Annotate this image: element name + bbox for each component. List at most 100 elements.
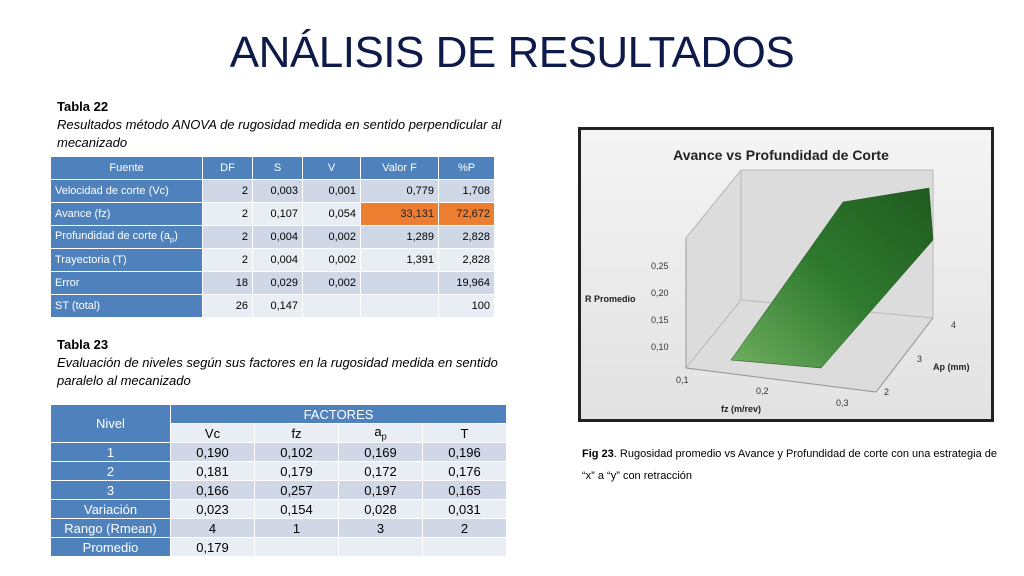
- surface-plot-svg: Avance vs Profundidad de Corte R Promedi…: [581, 130, 991, 419]
- y-tick-label: 2: [884, 387, 889, 397]
- cell-t: 0,176: [422, 461, 507, 481]
- figure-caption-label: Fig 23: [582, 448, 614, 460]
- levels-table: Nivel FACTORES Vc fz ap T 1 0,190 0,102 …: [50, 404, 507, 557]
- cell-s: 0,003: [252, 179, 303, 203]
- subheader-t: T: [422, 423, 507, 443]
- table-row: 3 0,166 0,257 0,197 0,165: [50, 480, 507, 500]
- cell-p: 1,708: [438, 179, 495, 203]
- cell-f: [360, 271, 439, 295]
- table-row: Variación 0,023 0,154 0,028 0,031: [50, 499, 507, 519]
- cell-t: 0,165: [422, 480, 507, 500]
- y-tick-label: 4: [951, 320, 956, 330]
- y-tick-label: 3: [917, 354, 922, 364]
- table23-description: Evaluación de niveles según sus factores…: [57, 355, 498, 388]
- table-row: Velocidad de corte (Vc) 2 0,003 0,001 0,…: [50, 179, 495, 203]
- x-tick-label: 0,2: [756, 386, 769, 396]
- cell-fz: 0,179: [254, 461, 339, 481]
- figure-caption: Fig 23. Rugosidad promedio vs Avance y P…: [582, 443, 1007, 487]
- cell-ap: 3: [338, 518, 423, 538]
- cell-f-highlighted: 33,131: [360, 202, 439, 226]
- row-label: Variación: [50, 499, 171, 519]
- cell-vc: 0,023: [170, 499, 255, 519]
- row-label: Velocidad de corte (Vc): [50, 179, 203, 203]
- nivel-header: Nivel: [50, 404, 171, 443]
- table-row: Trayectoria (T) 2 0,004 0,002 1,391 2,82…: [50, 248, 495, 272]
- cell-v: 0,002: [302, 271, 361, 295]
- x-tick-label: 0,3: [836, 398, 849, 408]
- cell-t: [422, 537, 507, 557]
- x-axis-label: fz (m/rev): [721, 404, 761, 414]
- col-header: DF: [202, 156, 253, 180]
- cell-ap: [338, 537, 423, 557]
- anova-table: Fuente DF S V Valor F %P Velocidad de co…: [50, 156, 495, 318]
- cell-s: 0,107: [252, 202, 303, 226]
- table-row: Promedio 0,179: [50, 537, 507, 557]
- cell-s: 0,004: [252, 225, 303, 249]
- cell-fz: [254, 537, 339, 557]
- table-row: 1 0,190 0,102 0,169 0,196: [50, 442, 507, 462]
- cell-vc: 0,181: [170, 461, 255, 481]
- table22-label: Tabla 22: [57, 99, 109, 114]
- col-header: V: [302, 156, 361, 180]
- cell-f: 1,289: [360, 225, 439, 249]
- cell-v: 0,001: [302, 179, 361, 203]
- surface-plot-figure: Avance vs Profundidad de Corte R Promedi…: [578, 127, 994, 422]
- cell-df: 2: [202, 179, 253, 203]
- plot-title: Avance vs Profundidad de Corte: [673, 147, 889, 163]
- subheader-fz: fz: [254, 423, 339, 443]
- cell-vc: 0,166: [170, 480, 255, 500]
- cell-ap: 0,197: [338, 480, 423, 500]
- row-label: Profundidad de corte (ap): [50, 225, 203, 249]
- cell-v: 0,002: [302, 225, 361, 249]
- cell-vc: 4: [170, 518, 255, 538]
- subheader-vc: Vc: [170, 423, 255, 443]
- cell-df: 2: [202, 202, 253, 226]
- levels-header-row: Nivel FACTORES: [50, 404, 507, 443]
- row-label: ST (total): [50, 294, 203, 318]
- cell-df: 2: [202, 248, 253, 272]
- y-axis-label: Ap (mm): [933, 362, 970, 372]
- subheader-ap: ap: [338, 423, 423, 443]
- cell-fz: 0,257: [254, 480, 339, 500]
- z-axis-label: R Promedio: [585, 294, 636, 304]
- cell-f: 1,391: [360, 248, 439, 272]
- row-label: Avance (fz): [50, 202, 203, 226]
- table-row: 2 0,181 0,179 0,172 0,176: [50, 461, 507, 481]
- col-header: Fuente: [50, 156, 203, 180]
- cell-v: 0,002: [302, 248, 361, 272]
- table-row: Rango (Rmean) 4 1 3 2: [50, 518, 507, 538]
- table-row: Profundidad de corte (ap) 2 0,004 0,002 …: [50, 225, 495, 249]
- cell-s: 0,147: [252, 294, 303, 318]
- table-row: Error 18 0,029 0,002 19,964: [50, 271, 495, 295]
- row-label: Promedio: [50, 537, 171, 557]
- cell-fz: 0,102: [254, 442, 339, 462]
- row-label: 3: [50, 480, 171, 500]
- cell-s: 0,004: [252, 248, 303, 272]
- table-row: ST (total) 26 0,147 100: [50, 294, 495, 318]
- cell-t: 0,031: [422, 499, 507, 519]
- row-label: Trayectoria (T): [50, 248, 203, 272]
- table22-caption: Tabla 22 Resultados método ANOVA de rugo…: [57, 98, 527, 152]
- table22-description: Resultados método ANOVA de rugosidad med…: [57, 117, 502, 150]
- col-header: Valor F: [360, 156, 439, 180]
- cell-v: 0,054: [302, 202, 361, 226]
- row-label: Rango (Rmean): [50, 518, 171, 538]
- cell-vc: 0,179: [170, 537, 255, 557]
- row-label: Error: [50, 271, 203, 295]
- table23-caption: Tabla 23 Evaluación de niveles según sus…: [57, 336, 527, 390]
- anova-header-row: Fuente DF S V Valor F %P: [50, 156, 495, 180]
- grid-line: [685, 299, 742, 369]
- cell-df: 18: [202, 271, 253, 295]
- cell-ap: 0,169: [338, 442, 423, 462]
- factores-header: FACTORES: [170, 404, 507, 424]
- z-tick-label: 0,25: [651, 261, 669, 271]
- cell-p: 2,828: [438, 225, 495, 249]
- cell-df: 2: [202, 225, 253, 249]
- cell-t: 0,196: [422, 442, 507, 462]
- cell-p-highlighted: 72,672: [438, 202, 495, 226]
- col-header: %P: [438, 156, 495, 180]
- cell-p: 19,964: [438, 271, 495, 295]
- cell-p: 2,828: [438, 248, 495, 272]
- response-surface: [730, 187, 934, 369]
- cell-t: 2: [422, 518, 507, 538]
